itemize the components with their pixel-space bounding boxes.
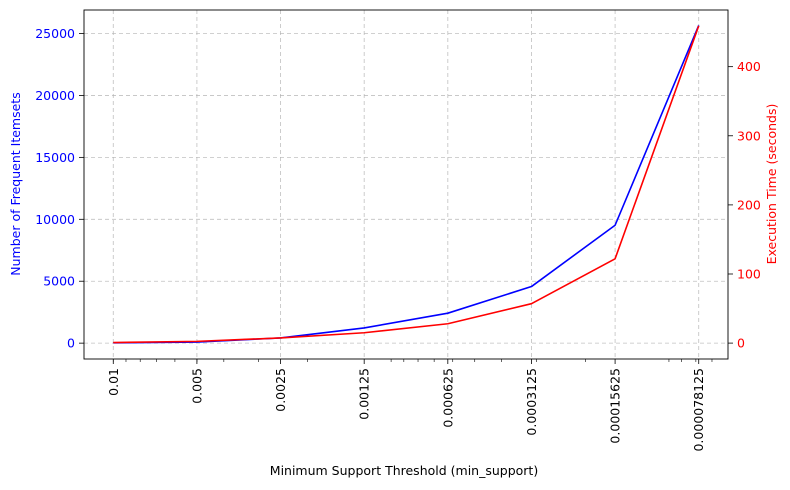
right-axis-title: Execution Time (seconds) [764, 104, 779, 265]
x-tick-label: 0.005 [189, 368, 204, 404]
grid-lines [84, 10, 728, 359]
left-tick-label: 5000 [43, 274, 75, 289]
x-tick-label: 0.00125 [357, 368, 372, 420]
left-tick-label: 25000 [35, 26, 75, 41]
left-tick-label: 15000 [35, 150, 75, 165]
left-tick-label: 20000 [35, 88, 75, 103]
execution-time-line [113, 25, 700, 344]
right-tick-label: 300 [737, 128, 761, 143]
x-tick-label: 0.01 [106, 368, 121, 396]
axes: 0.01 0.005 0.0025 0.00125 0.000625 0.0003125 0… [35, 9, 761, 452]
plot-area [84, 10, 728, 359]
x-tick-label: 0.000625 [440, 368, 455, 428]
right-tick-label: 0 [737, 336, 745, 351]
x-axis-title: Minimum Support Threshold (min_support) [270, 463, 538, 478]
left-tick-label: 0 [67, 336, 75, 351]
left-axis-title: Number of Frequent Itemsets [8, 92, 23, 275]
left-tick-label: 10000 [35, 212, 75, 227]
x-tick-label: 0.0003125 [524, 368, 539, 436]
right-tick-label: 400 [737, 59, 761, 74]
series-lines [113, 25, 700, 344]
right-tick-label: 200 [737, 197, 761, 212]
x-tick-label: 0.0025 [273, 368, 288, 412]
x-tick-label: 0.000078125 [691, 368, 706, 452]
right-tick-label: 100 [737, 266, 761, 281]
x-tick-label: 0.00015625 [608, 368, 623, 444]
plot-frame [83, 9, 729, 360]
